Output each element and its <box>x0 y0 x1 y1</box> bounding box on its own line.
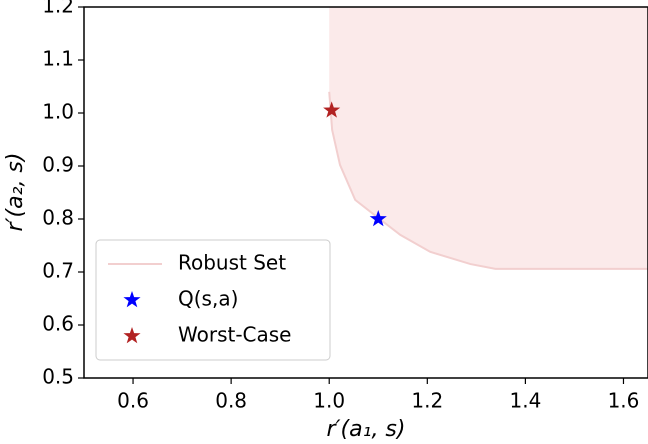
y-tick-label: 1.2 <box>42 0 74 18</box>
y-axis-label: r′(a₂, s) <box>3 153 28 232</box>
robust-set-boundary <box>328 91 648 270</box>
legend-box <box>95 239 331 361</box>
y-tick-label: 0.5 <box>42 365 74 389</box>
y-tick-label: 0.9 <box>42 153 74 177</box>
legend-label: Q(s,a) <box>178 287 238 311</box>
legend-label: Robust Set <box>178 251 286 275</box>
x-tick-label: 0.8 <box>215 389 247 413</box>
legend-label: Worst-Case <box>178 323 292 347</box>
y-tick-label: 0.7 <box>42 259 74 283</box>
star-marker <box>323 101 341 118</box>
axes-frame <box>83 6 648 379</box>
legend-swatch <box>123 291 141 308</box>
legend-swatch <box>123 327 141 344</box>
y-tick-label: 0.8 <box>42 206 74 230</box>
star-marker <box>369 210 387 227</box>
y-tick-label: 1.0 <box>42 100 74 124</box>
robust-set-area <box>329 7 648 269</box>
x-tick-label: 0.6 <box>117 389 149 413</box>
x-tick-label: 1.6 <box>608 389 640 413</box>
x-axis-label: r′(a₁, s) <box>327 417 406 442</box>
y-tick-label: 0.6 <box>42 312 74 336</box>
x-tick-label: 1.4 <box>509 389 541 413</box>
plot-area <box>323 7 648 270</box>
x-tick-label: 1.0 <box>313 389 345 413</box>
x-tick-label: 1.2 <box>411 389 443 413</box>
y-tick-label: 1.1 <box>42 47 74 71</box>
